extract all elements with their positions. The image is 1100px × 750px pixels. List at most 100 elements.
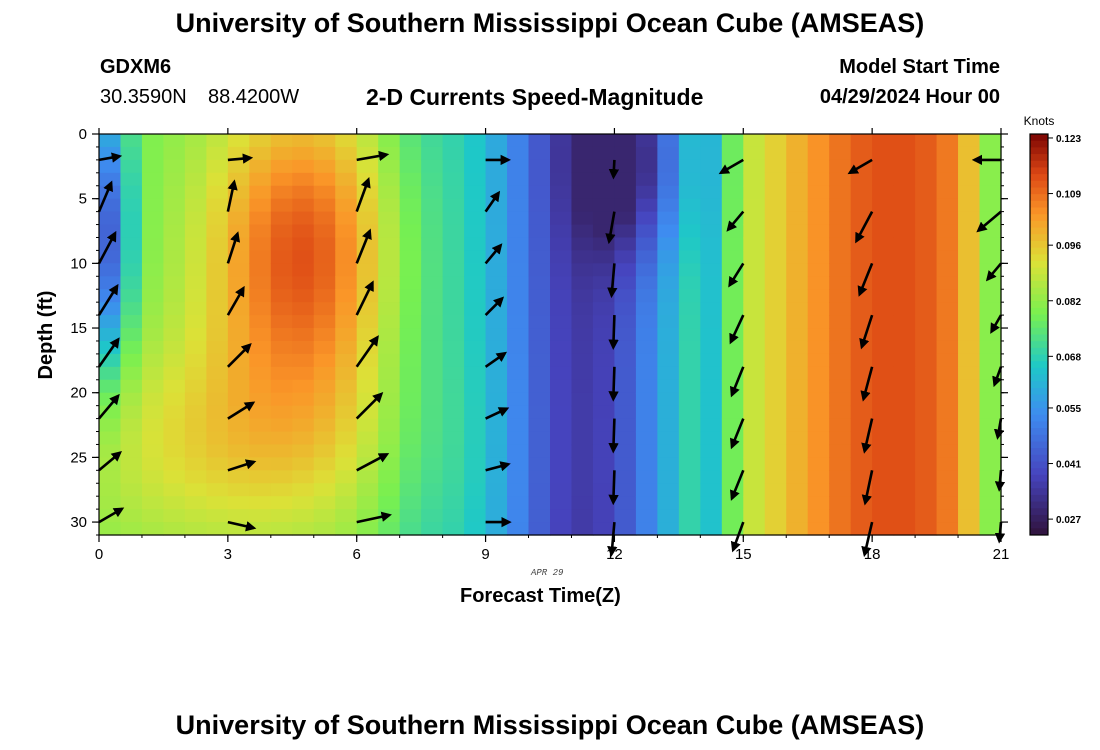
heatmap-cell — [399, 172, 422, 187]
heatmap-cell — [678, 405, 701, 420]
heatmap-cell — [786, 250, 809, 264]
heatmap-cell — [528, 457, 551, 471]
heatmap-cell — [614, 315, 637, 329]
current-vector-arrow — [608, 159, 620, 180]
heatmap-cell — [528, 483, 551, 497]
heatmap-cell — [807, 159, 830, 174]
heatmap-cell — [378, 146, 401, 161]
heatmap-cell — [399, 470, 422, 484]
heatmap-cell — [657, 496, 680, 510]
heatmap-cell — [421, 224, 444, 239]
heatmap-cell — [335, 444, 358, 458]
heatmap-cell — [743, 483, 766, 497]
heatmap-cell — [120, 483, 143, 497]
heatmap-cell — [485, 172, 508, 187]
heatmap-cell — [163, 353, 186, 368]
heatmap-cell — [829, 405, 852, 420]
heatmap-cell — [850, 328, 873, 342]
heatmap-cell — [206, 237, 229, 252]
heatmap-cell — [442, 315, 465, 329]
heatmap-cell — [356, 159, 379, 174]
heatmap-cell — [120, 224, 143, 239]
heatmap-cell — [442, 353, 465, 368]
heatmap-cell — [507, 353, 530, 368]
heatmap-cell — [915, 146, 938, 161]
current-vector-arrow — [726, 210, 745, 232]
heatmap-cell — [292, 250, 315, 264]
colorbar-swatch — [1030, 254, 1048, 262]
heatmap-cell — [700, 328, 723, 342]
heatmap-cell — [442, 185, 465, 200]
heatmap-cell — [399, 457, 422, 471]
heatmap-cell — [614, 496, 637, 510]
heatmap-cell — [356, 483, 379, 497]
heatmap-cell — [807, 405, 830, 420]
x-axis-label: Forecast Time(Z) — [460, 585, 621, 607]
heatmap-cell — [786, 146, 809, 161]
heatmap-cell — [786, 457, 809, 471]
current-vector-arrow — [847, 158, 873, 175]
heatmap-cell — [464, 134, 487, 148]
heatmap-cell — [657, 328, 680, 342]
colorbar-swatch — [1030, 240, 1048, 249]
heatmap-cell — [399, 444, 422, 458]
heatmap-cell — [507, 211, 530, 226]
heatmap-cell — [678, 185, 701, 200]
heatmap-cell — [464, 185, 487, 200]
heatmap-cell — [313, 470, 336, 484]
colorbar-swatch — [1030, 214, 1048, 222]
colorbar-swatch — [1030, 167, 1048, 175]
heatmap-cell — [442, 470, 465, 484]
heatmap-cell — [421, 418, 444, 433]
heatmap-cell — [893, 134, 916, 148]
heatmap-cell — [227, 444, 250, 458]
heatmap-cell — [399, 315, 422, 329]
current-vector-arrow — [227, 520, 257, 532]
heatmap-cell — [292, 224, 315, 239]
heatmap-cell — [936, 366, 959, 381]
heatmap-cell — [571, 237, 594, 252]
heatmap-cell — [378, 405, 401, 420]
heatmap-cell — [872, 276, 895, 290]
heatmap-cell — [163, 457, 186, 471]
heatmap-cell — [335, 224, 358, 239]
heatmap-cell — [141, 418, 165, 433]
heatmap-cell — [163, 302, 186, 316]
heatmap-cell — [635, 315, 658, 329]
heatmap-cell — [807, 328, 830, 342]
heatmap-cell — [421, 431, 444, 446]
heatmap-cell — [120, 211, 143, 226]
heatmap-cell — [657, 134, 680, 148]
heatmap-cell — [893, 340, 916, 355]
heatmap-cell — [399, 198, 422, 213]
heatmap-cell — [850, 418, 873, 433]
colorbar-swatch — [1030, 247, 1048, 255]
heatmap-cell — [571, 198, 594, 213]
heatmap-cell — [550, 431, 573, 446]
heatmap-cell — [678, 509, 701, 523]
heatmap-cell — [120, 198, 143, 213]
heatmap-cell — [958, 340, 981, 355]
heatmap-cell — [399, 418, 422, 433]
heatmap-cell — [700, 379, 723, 394]
heatmap-cell — [206, 185, 229, 200]
heatmap-cell — [313, 237, 336, 252]
heatmap-cell — [592, 134, 616, 148]
heatmap-cell — [270, 237, 293, 252]
heatmap-cell — [227, 159, 250, 174]
heatmap-cell — [807, 211, 830, 226]
heatmap-cell — [893, 353, 916, 368]
heatmap-cell — [657, 198, 680, 213]
heatmap-cell — [807, 379, 830, 394]
heatmap-cell — [378, 302, 401, 316]
heatmap-cell — [807, 276, 830, 290]
heatmap-cell — [893, 172, 916, 187]
heatmap-cell — [335, 340, 358, 355]
heatmap-cell — [421, 340, 444, 355]
heatmap-cell — [872, 263, 895, 277]
heatmap-cell — [850, 250, 873, 264]
heatmap-cell — [313, 185, 336, 200]
heatmap-cell — [721, 302, 744, 316]
heatmap-cell — [678, 224, 701, 239]
heatmap-cell — [335, 418, 358, 433]
